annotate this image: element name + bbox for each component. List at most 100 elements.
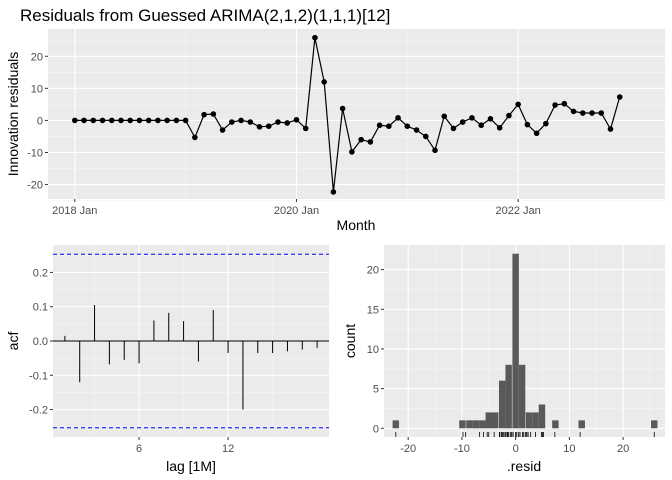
residual-line-y-tick-label: 0 <box>37 115 43 127</box>
acf-panel-group: -0.2 -0.1 0.0 0.1 0.2 6 12 lag [1M] acf <box>5 245 329 474</box>
histogram-bar <box>552 420 559 429</box>
residual-point <box>99 117 106 124</box>
residual-point <box>229 119 235 125</box>
residual-point <box>404 123 411 129</box>
histogram-axes: 0 5 10 15 20 -20 -10 0 10 20 <box>367 265 629 455</box>
residual-point <box>616 94 623 100</box>
residual-point <box>459 119 466 125</box>
residual-point <box>201 111 207 118</box>
acf-axes: -0.2 -0.1 0.0 0.1 0.2 6 12 <box>29 267 234 455</box>
residual-point <box>367 139 374 145</box>
residual-point <box>182 117 189 124</box>
residual-point <box>552 102 558 108</box>
residual-line-marks <box>71 34 623 195</box>
residual-point <box>293 116 300 123</box>
residual-point <box>312 34 318 41</box>
residual-point <box>192 134 198 141</box>
residual-point <box>506 112 512 119</box>
residual-point <box>265 123 272 129</box>
residual-point <box>330 189 337 195</box>
chart-title: Residuals from Guessed ARIMA(2,1,2)(1,1,… <box>20 6 390 25</box>
residual-point <box>108 117 115 124</box>
histogram-x-tick-label: 10 <box>563 443 575 455</box>
residual-line-x-tick-label: 2022 Jan <box>496 205 541 217</box>
acf-y-tick-label: 0.2 <box>33 267 48 279</box>
histogram-bar <box>392 420 400 429</box>
residual-point <box>164 117 170 124</box>
acf-y-tick-label: 0.1 <box>33 302 48 314</box>
acf-y-title: acf <box>5 332 21 351</box>
histogram-bar <box>518 364 526 429</box>
histogram-x-tick-label: -20 <box>400 443 416 455</box>
histogram-x-tick-label: 0 <box>513 443 519 455</box>
residual-point <box>71 117 78 124</box>
residual-point <box>478 122 484 129</box>
residual-point <box>358 136 364 143</box>
residual-point <box>238 117 244 124</box>
residual-line-x-tick-label: 2020 Jan <box>274 205 319 217</box>
residual-line-y-tick-label: -20 <box>27 180 43 192</box>
histogram-bar <box>459 420 466 429</box>
residual-point <box>607 126 614 132</box>
histogram-panel-group: 0 5 10 15 20 -20 -10 0 10 20 .resid count <box>342 245 665 474</box>
residual-point <box>598 110 605 116</box>
residual-point <box>533 130 540 137</box>
residual-point <box>118 117 124 124</box>
histogram-y-tick-label: 10 <box>367 344 379 356</box>
residual-line-grid <box>48 29 665 201</box>
residual-point <box>127 117 134 124</box>
residual-point <box>173 117 180 124</box>
residual-point <box>543 120 549 127</box>
residual-point <box>570 108 577 115</box>
residual-point <box>247 119 254 125</box>
residual-point <box>496 124 503 131</box>
residual-line-panel-group: -20 -10 0 10 20 2018 Jan 2020 Jan 2022 Jan Mont… <box>5 29 665 233</box>
residual-point <box>349 149 355 155</box>
histogram-marks <box>392 253 658 437</box>
residual-point <box>487 116 494 122</box>
residual-point <box>413 127 420 133</box>
histogram-bar <box>466 420 473 429</box>
histogram-y-title: count <box>342 324 358 358</box>
residual-line-y-tick-label: 10 <box>31 83 43 95</box>
histogram-y-tick-label: 15 <box>367 304 379 316</box>
histogram-bar <box>525 412 533 429</box>
histogram-bar <box>505 364 512 429</box>
acf-y-tick-label: -0.2 <box>29 405 48 417</box>
residual-point <box>524 121 531 128</box>
residual-point <box>386 123 392 129</box>
residual-line-x-title: Month <box>337 217 376 233</box>
residual-line-axes: -20 -10 0 10 20 2018 Jan 2020 Jan 2022 Jan <box>27 51 541 217</box>
acf-y-tick-label: -0.1 <box>29 370 48 382</box>
residual-point <box>589 110 595 116</box>
histogram-y-tick-label: 5 <box>373 384 379 396</box>
histogram-y-tick-label: 20 <box>367 265 379 277</box>
residual-point <box>321 79 327 85</box>
residual-point <box>210 111 217 117</box>
histogram-bar <box>479 420 486 429</box>
histogram-bar <box>532 412 539 429</box>
residual-point <box>339 105 346 112</box>
residual-line-y-tick-label: -10 <box>27 147 43 159</box>
residual-point <box>145 117 152 124</box>
residual-point <box>155 117 161 124</box>
residual-point <box>432 147 438 154</box>
residual-point <box>422 133 429 140</box>
residual-point <box>256 124 263 130</box>
residual-point <box>81 117 87 124</box>
histogram-bar <box>578 420 585 429</box>
acf-x-title: lag [1M] <box>166 458 216 474</box>
histogram-bar <box>485 412 492 429</box>
residual-point <box>579 110 586 116</box>
residual-point <box>90 117 97 124</box>
histogram-x-tick-label: -10 <box>454 443 470 455</box>
residual-point <box>515 101 521 108</box>
residual-line-y-title: Innovation residuals <box>5 52 21 177</box>
residual-point <box>450 125 457 132</box>
residual-point <box>219 127 226 133</box>
residual-point <box>302 125 309 132</box>
residual-point <box>441 113 448 120</box>
acf-x-tick-label: 12 <box>222 443 234 455</box>
histogram-bar <box>538 404 546 429</box>
